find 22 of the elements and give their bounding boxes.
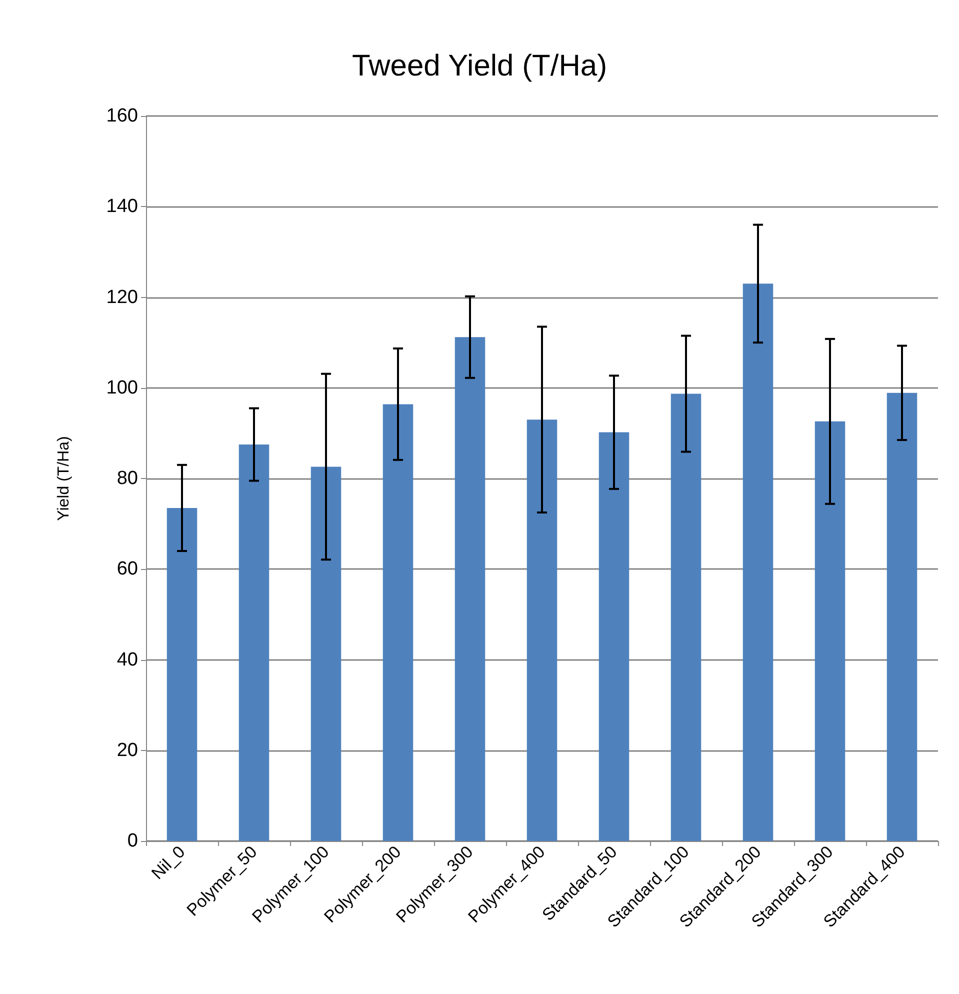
y-tick-label: 60 (116, 558, 138, 580)
bar (454, 337, 486, 841)
bar (526, 420, 558, 841)
bar (814, 421, 846, 841)
y-tick-label: 120 (106, 286, 138, 308)
bar (382, 404, 414, 841)
bar (742, 284, 774, 841)
y-tick-label: 140 (106, 196, 138, 218)
bar (166, 508, 198, 841)
bar (310, 466, 342, 841)
y-tick-label: 20 (116, 740, 138, 761)
y-tick-label: 0 (127, 830, 138, 852)
y-tick-label: 160 (106, 106, 138, 126)
bar (886, 392, 918, 841)
y-axis-title: Yield (T/Ha) (56, 436, 72, 521)
y-tick-label: 100 (106, 377, 138, 398)
bar (670, 394, 702, 841)
y-tick-label: 40 (116, 649, 138, 670)
bar (598, 432, 630, 841)
y-tick-label: 80 (116, 468, 138, 489)
chart-title: Tweed Yield (T/Ha) (352, 50, 608, 82)
bar (238, 444, 270, 841)
